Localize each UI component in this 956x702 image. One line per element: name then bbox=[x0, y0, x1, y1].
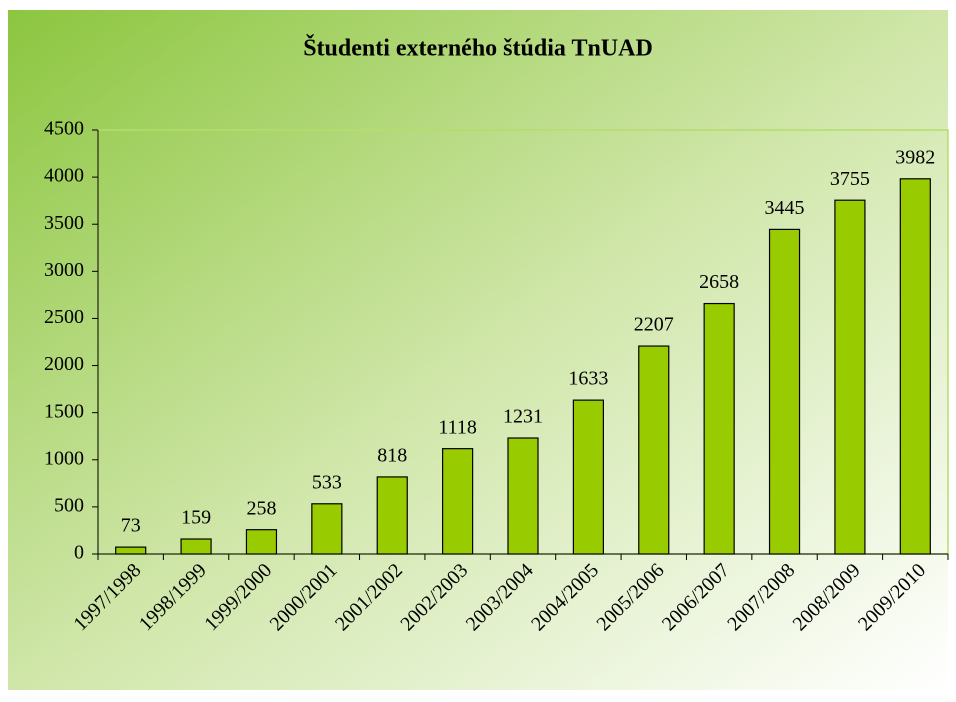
y-tick-label: 1500 bbox=[44, 400, 84, 422]
bar bbox=[899, 178, 931, 555]
y-tick-label: 3000 bbox=[44, 259, 84, 281]
y-tick-label: 500 bbox=[54, 494, 84, 516]
data-label: 818 bbox=[377, 445, 407, 467]
y-tick-label: 3500 bbox=[44, 212, 84, 234]
y-tick-label: 2500 bbox=[44, 306, 84, 328]
bar bbox=[572, 399, 604, 555]
data-label: 3755 bbox=[830, 168, 870, 190]
bar bbox=[768, 228, 801, 555]
bar bbox=[638, 345, 670, 555]
data-label: 3982 bbox=[895, 146, 935, 168]
bar bbox=[180, 538, 212, 555]
chart-background bbox=[8, 10, 948, 690]
bar bbox=[376, 476, 408, 555]
data-label: 1118 bbox=[438, 416, 477, 438]
bar bbox=[115, 546, 147, 555]
bar bbox=[311, 503, 343, 555]
y-tick-label: 0 bbox=[74, 542, 84, 564]
data-label: 73 bbox=[121, 515, 141, 537]
y-tick-label: 4500 bbox=[44, 118, 84, 140]
bar bbox=[507, 437, 539, 555]
bar bbox=[245, 529, 278, 555]
data-label: 2658 bbox=[699, 271, 739, 293]
data-label: 533 bbox=[312, 471, 342, 493]
chart-title: Študenti externého štúdia TnUAD bbox=[303, 35, 653, 62]
bar bbox=[442, 448, 474, 555]
data-label: 159 bbox=[181, 507, 211, 529]
data-label: 258 bbox=[246, 497, 276, 519]
data-label: 1633 bbox=[568, 368, 608, 390]
data-label: 2207 bbox=[634, 314, 674, 336]
data-label: 1231 bbox=[503, 406, 543, 428]
y-tick-label: 1000 bbox=[44, 447, 84, 469]
data-label: 3445 bbox=[765, 197, 805, 219]
y-tick-label: 4000 bbox=[44, 165, 84, 187]
y-tick-label: 2000 bbox=[44, 353, 84, 375]
bar bbox=[703, 302, 735, 555]
bar bbox=[834, 199, 866, 555]
